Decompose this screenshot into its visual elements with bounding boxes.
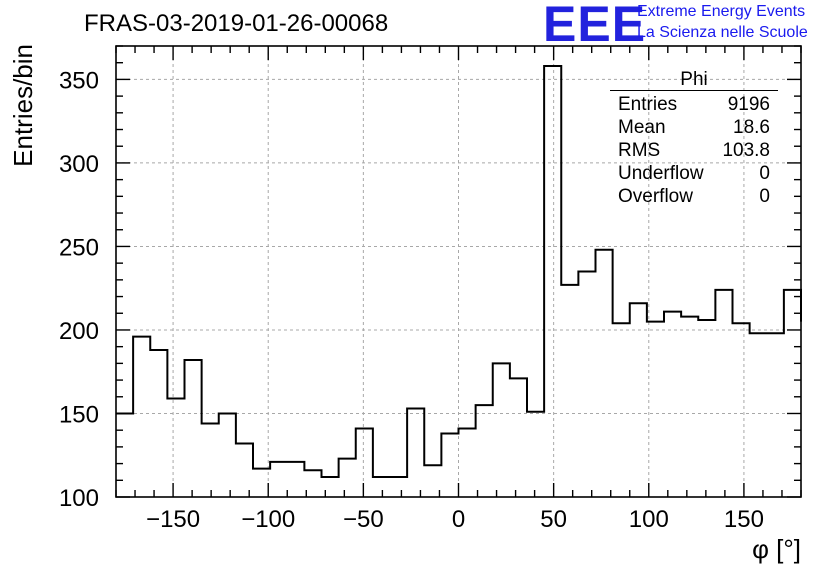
y-tick-label: 150 xyxy=(59,401,99,428)
stats-label: Overflow xyxy=(618,186,693,207)
stats-label: Mean xyxy=(618,117,666,138)
x-tick-label: 150 xyxy=(724,506,764,533)
stats-label: Underflow xyxy=(618,163,704,184)
histogram-line xyxy=(116,65,802,478)
stats-row-rms: RMS 103.8 xyxy=(610,139,778,162)
stats-value: 0 xyxy=(759,186,770,207)
x-tick-label: 50 xyxy=(540,506,567,533)
y-axis-label: Entries/bin xyxy=(8,44,38,167)
stats-label: RMS xyxy=(618,140,661,161)
x-tick-label: 100 xyxy=(629,506,669,533)
y-tick-label: 300 xyxy=(59,151,99,178)
stats-row-underflow: Underflow 0 xyxy=(610,162,778,185)
chart-title: FRAS-03-2019-01-26-00068 xyxy=(84,10,389,37)
x-axis-label: φ [°] xyxy=(752,534,801,564)
stats-value: 103.8 xyxy=(722,140,770,161)
stats-value: 0 xyxy=(759,163,770,184)
x-tick-label: −100 xyxy=(241,506,295,533)
logo-line-2: La Scienza nelle Scuole xyxy=(637,24,808,41)
histogram-series xyxy=(116,65,802,478)
stats-title: Phi xyxy=(610,70,778,91)
y-tick-label: 200 xyxy=(59,318,99,345)
x-tick-label: 0 xyxy=(452,506,465,533)
y-tick-label: 250 xyxy=(59,234,99,261)
stats-row-overflow: Overflow 0 xyxy=(610,185,778,208)
y-tick-label: 350 xyxy=(59,67,99,94)
axis-ticks xyxy=(115,45,802,498)
logo-line-1: Extreme Energy Events xyxy=(637,3,806,20)
stats-value: 9196 xyxy=(727,94,770,115)
axis-labels: −150 −100 −50 0 50 100 150 100 150 200 250 300 350 φ … xyxy=(8,44,801,564)
stats-row-entries: Entries 9196 xyxy=(610,93,778,116)
x-tick-label: −150 xyxy=(146,506,200,533)
stats-value: 18.6 xyxy=(733,117,770,138)
stats-label: Entries xyxy=(618,94,678,115)
x-tick-label: −50 xyxy=(343,506,384,533)
stats-row-mean: Mean 18.6 xyxy=(610,116,778,139)
eee-logo: EEE xyxy=(543,0,647,52)
y-tick-label: 100 xyxy=(59,485,99,512)
stats-box: Phi Entries 9196 Mean 18.6 RMS 103.8 Und… xyxy=(610,70,778,208)
